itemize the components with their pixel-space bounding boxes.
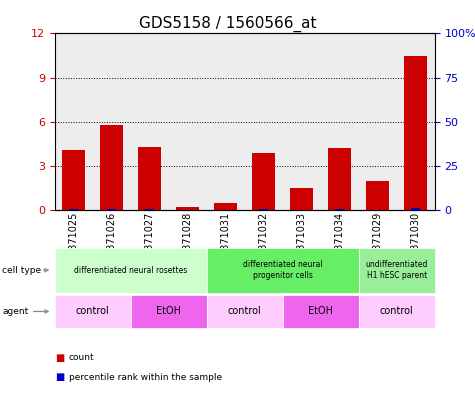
Text: differentiated neural rosettes: differentiated neural rosettes (74, 266, 187, 275)
Bar (169, 33, 207, 210)
Bar (366, 181, 389, 210)
Text: GDS5158 / 1560566_at: GDS5158 / 1560566_at (139, 16, 317, 32)
Text: EtOH: EtOH (308, 307, 333, 316)
Text: EtOH: EtOH (156, 307, 181, 316)
Bar (214, 203, 237, 210)
Bar (259, 209, 268, 210)
Bar (297, 209, 306, 210)
Bar (411, 208, 420, 210)
Text: undifferentiated
H1 hESC parent: undifferentiated H1 hESC parent (365, 261, 428, 280)
Bar (321, 33, 359, 210)
Text: agent: agent (2, 307, 28, 316)
Bar (107, 209, 116, 210)
Bar (138, 147, 161, 210)
Bar (93, 33, 131, 210)
Text: control: control (76, 307, 110, 316)
Bar (397, 33, 435, 210)
Bar (335, 209, 344, 210)
Text: control: control (380, 307, 414, 316)
Text: control: control (228, 307, 262, 316)
Bar (283, 33, 321, 210)
Text: percentile rank within the sample: percentile rank within the sample (69, 373, 222, 382)
Bar (131, 33, 169, 210)
Text: ■: ■ (55, 372, 64, 382)
Bar (176, 208, 199, 210)
Bar (69, 209, 78, 210)
Bar (359, 33, 397, 210)
Text: count: count (69, 353, 95, 362)
Text: ■: ■ (55, 353, 64, 363)
Bar (207, 33, 245, 210)
Bar (145, 209, 154, 210)
Bar (252, 153, 275, 210)
Text: differentiated neural
progenitor cells: differentiated neural progenitor cells (243, 261, 323, 280)
Bar (100, 125, 123, 210)
Bar (245, 33, 283, 210)
Bar (404, 55, 427, 210)
Text: cell type: cell type (2, 266, 41, 275)
Bar (55, 33, 93, 210)
Bar (328, 148, 351, 210)
Bar (62, 150, 85, 210)
Bar (290, 188, 313, 210)
